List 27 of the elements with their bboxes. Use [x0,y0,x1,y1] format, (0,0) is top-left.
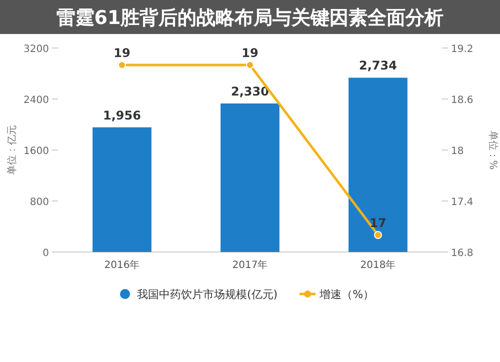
chart-title: 雷霆61胜背后的战略布局与关键因素全面分析 [56,7,444,29]
y-tick-label: 1600 [24,146,49,157]
y2-axis-title: 单位：% [487,130,499,170]
y-axis-title: 单位：亿元 [6,125,18,175]
x-tick-label: 2017年 [232,259,268,271]
bar [220,103,280,252]
bar [348,78,408,252]
y-tick-label: 0 [42,248,49,259]
x-tick-label: 2018年 [360,259,396,271]
y2-tick-label: 18.6 [451,95,474,106]
bar [92,127,152,252]
data-label: 2,734 [359,58,397,73]
data-label: 19 [114,46,130,60]
y2-tick-label: 16.8 [451,248,474,259]
data-label: 1,956 [103,108,141,122]
y-tick-label: 2400 [24,95,49,106]
legend-label: 我国中药饮片市场规模(亿元) [137,288,278,301]
legend-label: 增速（%） [318,288,374,301]
y2-tick-label: 19.2 [451,44,474,55]
y-tick-label: 800 [30,197,49,208]
y2-tick-label: 17.4 [451,197,474,208]
x-tick-label: 2016年 [104,259,140,271]
y-tick-label: 3200 [24,44,49,55]
data-label: 2,330 [231,84,269,98]
data-label: 17 [370,216,386,230]
y2-tick-label: 18 [451,146,464,157]
data-label: 19 [242,46,258,60]
